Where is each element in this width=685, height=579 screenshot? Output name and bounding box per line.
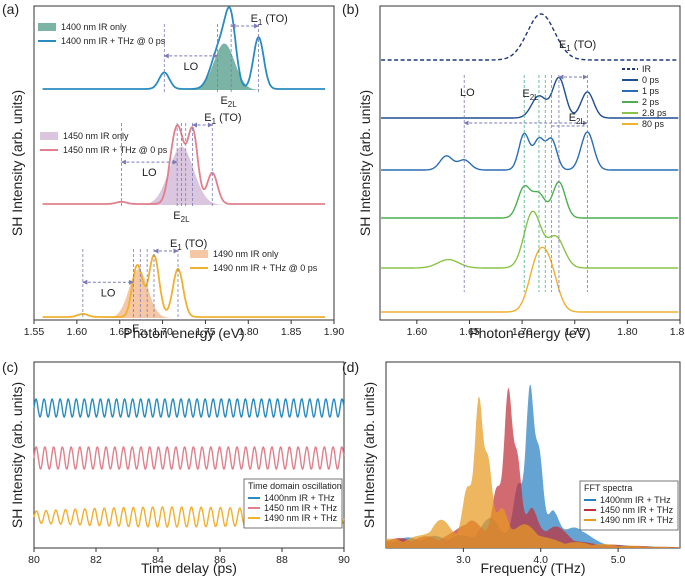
panel-a-xtick-label-7: 1.90 <box>324 326 345 338</box>
panel-a-fill-2 <box>87 269 190 318</box>
panel-b-series-0 <box>381 13 679 61</box>
panel-c-legend-label-0: 1400nm IR + THz <box>264 493 335 503</box>
panel-b-legend-label-1: 0 ps <box>642 75 660 85</box>
panel-c-series-1 <box>33 446 345 470</box>
panel-a-line-2 <box>42 254 326 318</box>
panel-a-e1-label-0: E1 (TO) <box>251 13 288 27</box>
panel-b-e2l-top-label: E2L <box>522 88 539 102</box>
panel-d-xtick-label-2: 5.0 <box>611 554 626 566</box>
panel-d-plot: 3.0 4.0 5.0 FFT spectra 1400nm IR + THz1450 … <box>386 384 680 566</box>
panel-b-frame <box>379 5 681 321</box>
panel-a-xtick-label-1: 1.60 <box>67 326 88 338</box>
panel-d-xtick-label-1: 4.0 <box>533 554 548 566</box>
panel-a-lo-label-2: LO <box>101 287 116 299</box>
panel-a-e2l-label-2: E2L <box>132 323 149 337</box>
panel-b-ylabel: SH Intensity (arb. units) <box>357 90 373 236</box>
panel-b-series-2 <box>381 131 679 171</box>
panel-d-legend-label-1: 1450 nm IR + THz <box>600 505 674 515</box>
panel-a-lo-label-0: LO <box>184 61 199 73</box>
panel-b-lo-label: LO <box>460 87 475 99</box>
panel-c-xtick-label-5: 90 <box>338 554 350 566</box>
panel-b-legend-label-5: 80 ps <box>642 119 665 129</box>
panel-a-xtick-label-3: 1.70 <box>152 326 173 338</box>
panel-c-xtick-label-4: 88 <box>276 554 288 566</box>
panel-c-xtick-label-3: 86 <box>214 554 226 566</box>
panel-label-b: (b) <box>342 1 359 17</box>
panel-c-xtick-label-0: 80 <box>28 554 40 566</box>
panel-label-c: (c) <box>2 359 18 375</box>
panel-d-legend-label-0: 1400nm IR + THz <box>600 495 671 505</box>
panel-a-xtick-label-4: 1.75 <box>195 326 216 338</box>
panel-b-series-1 <box>381 76 679 119</box>
panel-b-legend-label-2: 1 ps <box>642 86 660 96</box>
panel-a-xtick-label-2: 1.65 <box>109 326 130 338</box>
panel-b-e2l-mid-label: E2L <box>569 112 586 126</box>
panel-a-fill-0 <box>167 43 281 90</box>
panel-c-ylabel: SH Intensity (arb. units) <box>9 382 25 528</box>
panel-c-xtick-label-1: 82 <box>90 554 102 566</box>
panel-a-e2l-label-0: E2L <box>220 95 237 109</box>
panel-b-legend-label-3: 2 ps <box>642 97 660 107</box>
panel-b-series-5 <box>381 246 679 313</box>
panel-a-legend-fill-label-1: 1450 nm IR only <box>63 131 129 141</box>
panel-c-legend-title: Time domain oscillation <box>248 481 342 491</box>
panel-b-xtick-label-0: 1.60 <box>407 326 428 338</box>
panel-b-series-4 <box>381 210 679 269</box>
panel-a-ylabel: SH Intensity (arb. units) <box>9 90 25 236</box>
panel-c-series-0 <box>33 398 345 418</box>
panel-d-ylabel: SH Intensity (arb. units) <box>361 382 377 528</box>
panel-label-d: (d) <box>342 359 359 375</box>
panel-b-xlabel: Photon energy (eV) <box>469 325 590 341</box>
panel-a-xlabel: Photon energy (eV) <box>123 325 244 341</box>
panel-a-legend-fill-swatch-0 <box>38 23 56 31</box>
panel-b-plot: 1.60 1.65 1.70 1.75 1.80 1.85 LO E2L E2L E1 (TO) I… <box>381 13 685 338</box>
panel-a-legend-fill-swatch-2 <box>190 250 208 258</box>
panel-c-legend-box <box>243 478 343 529</box>
panel-b-xtick-label-2: 1.70 <box>512 326 533 338</box>
panel-b-xtick-label-4: 1.80 <box>617 326 638 338</box>
panel-c-plot: 80 82 84 86 88 90 Time domain oscillation 1400n… <box>28 398 350 566</box>
panel-a-legend-fill-label-2: 1490 nm IR only <box>213 249 279 259</box>
panel-a-legend-line-label-2: 1490 nm IR + THz @ 0 ps <box>213 263 318 273</box>
panel-a-plot: 1.55 1.60 1.65 1.70 1.75 1.80 1.85 1.90 LO E1 (TO… <box>24 6 345 338</box>
panel-a-frame <box>33 5 335 321</box>
panel-a-e2l-label-1: E2L <box>173 210 190 224</box>
panel-a-xtick-label-0: 1.55 <box>24 326 45 338</box>
panel-a-legend-fill-swatch-1 <box>40 132 58 140</box>
panel-d-area-1 <box>386 387 680 548</box>
panel-a-e1-label-2: E1 (TO) <box>170 238 207 252</box>
panel-a-lo-label-1: LO <box>142 167 157 179</box>
panel-a-line-1 <box>42 124 326 205</box>
panel-d-xtick-label-0: 3.0 <box>456 554 471 566</box>
panel-b-legend-label-4: 2.8 ps <box>642 108 667 118</box>
panel-a-e1-label-1: E1 (TO) <box>204 112 241 126</box>
panel-b-series-3 <box>381 181 679 219</box>
panel-d-legend-title: FFT spectra <box>584 483 632 493</box>
panel-c-legend-label-1: 1450 nm IR + THz <box>264 503 338 513</box>
panel-b-xtick-label-5: 1.85 <box>670 326 685 338</box>
panel-d-area-0 <box>386 384 680 548</box>
panel-d-xlabel: Frequency (THz) <box>480 560 585 576</box>
panel-c-legend-label-2: 1490 nm IR + THz <box>264 513 338 523</box>
panel-a-legend-line-label-0: 1400 nm IR + THz @ 0 ps <box>61 36 166 46</box>
panel-a-line-0 <box>42 6 326 90</box>
panel-c-xtick-label-2: 84 <box>152 554 164 566</box>
panel-b-xtick-label-1: 1.65 <box>459 326 480 338</box>
panel-a-legend-line-label-1: 1450 nm IR + THz @ 0 ps <box>63 145 168 155</box>
panel-label-a: (a) <box>2 1 19 17</box>
panel-a-xtick-label-6: 1.85 <box>281 326 302 338</box>
panel-d-legend-box <box>579 480 679 531</box>
panel-b-xtick-label-3: 1.75 <box>565 326 586 338</box>
panel-b-legend-label-0: IR <box>642 64 652 74</box>
panel-a-legend-fill-label-0: 1400 nm IR only <box>61 22 127 32</box>
panel-d-legend-label-2: 1490 nm IR + THz <box>600 515 674 525</box>
panel-b-e1-label: E1 (TO) <box>559 39 596 53</box>
panel-a-xtick-label-5: 1.80 <box>238 326 259 338</box>
panel-c-xlabel: Time delay (ps) <box>141 560 237 576</box>
